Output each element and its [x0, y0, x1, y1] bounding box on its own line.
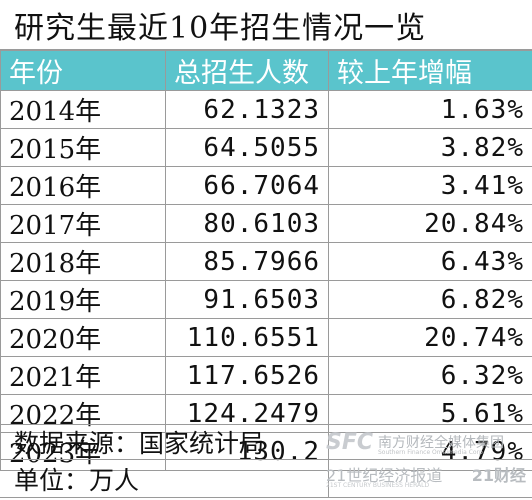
header-total: 总招生人数: [165, 50, 329, 91]
table-row: 2015年 64.5055 3.82%: [0, 128, 532, 167]
cell-growth: 4.79%: [328, 432, 532, 471]
table-row: 2023年 130.2 4.79%: [0, 432, 532, 471]
cell-year: 2019年: [0, 280, 166, 319]
cell-year: 2023年: [0, 432, 166, 471]
cell-year: 2015年: [0, 128, 166, 167]
unit-text: 单位：万人: [14, 465, 140, 495]
cell-total: 66.7064: [165, 166, 329, 205]
source-text: 数据来源：国家统计局: [14, 429, 265, 458]
cell-year: 2014年: [0, 90, 166, 129]
cell-growth: 6.32%: [328, 356, 532, 395]
publisher-watermark: SFC 南方财经全媒体集团 Southern Finance Omnimedia…: [326, 430, 526, 494]
header-row: 年份 总招生人数 较上年增幅: [0, 50, 532, 91]
table-row: 2018年 85.7966 6.43%: [0, 242, 532, 281]
cell-growth: 20.74%: [328, 318, 532, 357]
cell-year: 2022年: [0, 394, 166, 433]
cell-total: 110.6551: [165, 318, 329, 357]
watermark-english: Southern Finance Omnimedia Corp.: [378, 449, 485, 456]
header-year: 年份: [0, 50, 166, 91]
source-note: 数据来源：国家统计局: [0, 424, 532, 460]
header-growth: 较上年增幅: [328, 50, 532, 91]
table-title: 研究生最近10年招生情况一览: [0, 0, 532, 50]
cell-year: 2017年: [0, 204, 166, 243]
cell-total: 124.2479: [165, 394, 329, 433]
cell-year: 2016年: [0, 166, 166, 205]
cell-total: 85.7966: [165, 242, 329, 281]
cell-total: 80.6103: [165, 204, 329, 243]
cell-growth: 3.41%: [328, 166, 532, 205]
watermark-name: 南方财经全媒体集团: [378, 435, 504, 451]
cell-total: 91.6503: [165, 280, 329, 319]
watermark-brand-a: 21世纪经济报道: [326, 466, 443, 485]
watermark-english-2: 21ST CENTURY BUSINESS HERALD: [326, 482, 430, 489]
cell-year: 2021年: [0, 356, 166, 395]
table-row: 2016年 66.7064 3.41%: [0, 166, 532, 205]
cell-total: 117.6526: [165, 356, 329, 395]
table-row: 2014年 62.1323 1.63%: [0, 90, 532, 129]
table-row: 2017年 80.6103 20.84%: [0, 204, 532, 243]
table-row: 2019年 91.6503 6.82%: [0, 280, 532, 319]
sfc-logo: SFC: [326, 430, 374, 455]
table-row: 2020年 110.6551 20.74%: [0, 318, 532, 357]
cell-growth: 3.82%: [328, 128, 532, 167]
watermark-brand-b: 21财经: [471, 466, 526, 485]
table-row: 2021年 117.6526 6.32%: [0, 356, 532, 395]
cell-growth: 1.63%: [328, 90, 532, 129]
cell-growth: 6.82%: [328, 280, 532, 319]
cell-year: 2018年: [0, 242, 166, 281]
unit-cell: [0, 460, 329, 498]
cell-total: 62.1323: [165, 90, 329, 129]
enrollment-table: 年份 总招生人数 较上年增幅 2014年 62.1323 1.63% 2015年…: [0, 50, 532, 471]
cell-total: 64.5055: [165, 128, 329, 167]
cell-growth: 6.43%: [328, 242, 532, 281]
cell-total: 130.2: [165, 432, 329, 471]
cell-year: 2020年: [0, 318, 166, 357]
unit-note: 单位：万人: [0, 460, 532, 498]
cell-growth: 20.84%: [328, 204, 532, 243]
